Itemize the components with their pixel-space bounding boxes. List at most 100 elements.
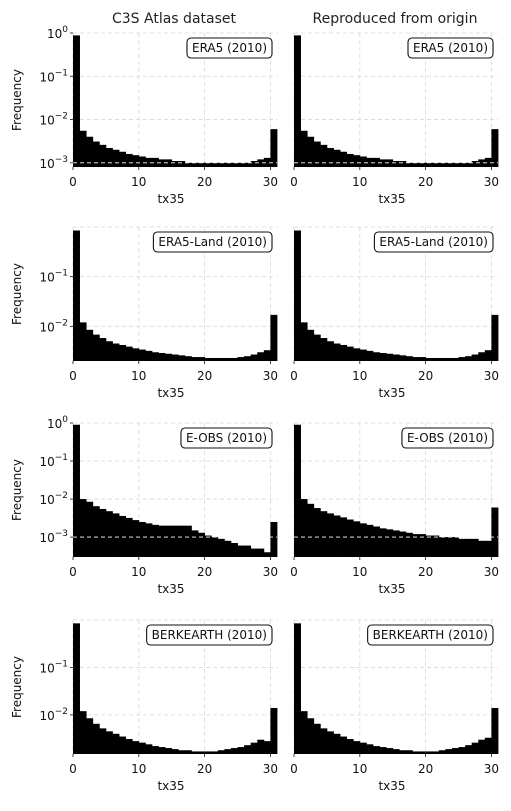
histogram-bar bbox=[230, 357, 238, 361]
panel-0-0: 0 10 20 30 tx35 100 10−1 10−2 10−3 Frequency ERA5 … bbox=[10, 25, 278, 206]
histogram-bar bbox=[458, 538, 466, 557]
histogram-bar bbox=[405, 532, 413, 557]
histogram-bar bbox=[151, 157, 159, 167]
histogram-bar bbox=[425, 162, 433, 167]
histogram-bar bbox=[217, 357, 225, 361]
histogram-bar bbox=[405, 356, 413, 361]
histogram-bar bbox=[145, 523, 153, 557]
histogram-bar bbox=[333, 733, 341, 754]
histogram-bar bbox=[217, 750, 225, 754]
histogram-bar bbox=[99, 508, 107, 557]
histogram-bar bbox=[191, 751, 199, 754]
histogram-bar bbox=[204, 162, 212, 167]
histogram-bar bbox=[372, 352, 380, 361]
histogram-bar bbox=[491, 507, 499, 557]
histogram-bar bbox=[237, 545, 245, 557]
y-tick-label: 10−2 bbox=[39, 112, 68, 128]
histogram-bar bbox=[386, 353, 394, 361]
histogram-bar bbox=[484, 157, 492, 167]
histogram-bar bbox=[359, 523, 367, 557]
histogram-bar bbox=[478, 159, 486, 167]
histogram-bar bbox=[230, 543, 238, 557]
histogram-bar bbox=[270, 707, 278, 754]
x-tick-label: 20 bbox=[418, 175, 433, 189]
histogram-bar bbox=[204, 751, 212, 754]
histogram-bar bbox=[392, 749, 400, 754]
x-axis-label: tx35 bbox=[378, 386, 405, 400]
histogram-bar bbox=[366, 524, 374, 557]
histogram-bar bbox=[425, 751, 433, 754]
histogram-bar bbox=[73, 623, 80, 754]
histogram-bar bbox=[244, 162, 252, 167]
histogram-bar bbox=[99, 144, 107, 167]
histogram-bar bbox=[105, 341, 113, 361]
histogram-bar bbox=[145, 350, 153, 361]
histogram-bar bbox=[313, 723, 321, 754]
histogram-bar bbox=[320, 338, 328, 361]
histogram-bar bbox=[307, 136, 315, 167]
y-tick-label: 100 bbox=[47, 25, 68, 41]
x-tick-label: 0 bbox=[290, 762, 298, 776]
histogram-bar bbox=[405, 750, 413, 754]
x-tick-label: 0 bbox=[290, 369, 298, 383]
histogram-bar bbox=[270, 521, 278, 557]
histogram-bar bbox=[119, 736, 127, 754]
histogram-bar bbox=[92, 334, 100, 361]
histogram-bar bbox=[79, 130, 87, 167]
histogram-bar bbox=[386, 748, 394, 754]
histogram-bar bbox=[419, 162, 427, 167]
histogram-bar bbox=[458, 747, 466, 754]
x-tick-label: 30 bbox=[484, 565, 499, 579]
x-tick-label: 0 bbox=[69, 762, 77, 776]
histogram-bar bbox=[244, 545, 252, 557]
histogram-bar bbox=[346, 346, 354, 361]
panel-3-1: 0 10 20 30 tx35 BERKEARTH (2010) bbox=[290, 619, 499, 793]
x-tick-label: 20 bbox=[418, 762, 433, 776]
legend-box bbox=[152, 231, 273, 253]
histogram-bar bbox=[257, 548, 265, 557]
x-axis-label: tx35 bbox=[378, 192, 405, 206]
histogram-bar bbox=[191, 357, 199, 361]
histogram-bar bbox=[333, 343, 341, 361]
histogram-bar bbox=[432, 751, 440, 754]
histogram-bar bbox=[432, 162, 440, 167]
histogram-bar bbox=[86, 501, 94, 557]
histogram-bar bbox=[198, 751, 206, 754]
histogram-bar bbox=[386, 159, 394, 167]
histogram-bar bbox=[125, 346, 133, 361]
histogram-bar bbox=[224, 162, 232, 167]
x-tick-label: 0 bbox=[69, 175, 77, 189]
histogram-bar bbox=[250, 354, 258, 361]
x-tick-label: 0 bbox=[69, 565, 77, 579]
histogram-bar bbox=[379, 159, 387, 167]
histogram-bar bbox=[178, 355, 186, 361]
x-tick-label: 10 bbox=[352, 762, 367, 776]
histogram-bar bbox=[184, 356, 192, 361]
histogram-bar bbox=[257, 739, 265, 754]
x-tick-label: 10 bbox=[352, 565, 367, 579]
histogram-bar bbox=[300, 711, 308, 754]
histogram-bar bbox=[300, 499, 308, 557]
histogram-bar bbox=[445, 162, 453, 167]
y-tick-label: 10−2 bbox=[39, 318, 68, 334]
histogram-bar bbox=[73, 35, 80, 167]
histogram-bar bbox=[224, 749, 232, 754]
histogram-bar bbox=[366, 744, 374, 754]
x-tick-label: 20 bbox=[197, 369, 212, 383]
histogram-bar bbox=[359, 349, 367, 361]
histogram-bar bbox=[191, 162, 199, 167]
histogram-bar bbox=[432, 357, 440, 361]
panel-2-0: 0 10 20 30 tx35 100 10−1 10−2 10−3 Frequency E-OBS… bbox=[10, 415, 278, 596]
histogram-bar bbox=[211, 357, 219, 361]
histogram-bar bbox=[224, 357, 232, 361]
histogram-bar bbox=[313, 508, 321, 557]
histogram-bar bbox=[392, 354, 400, 361]
histogram-bar bbox=[320, 144, 328, 167]
histogram-bar bbox=[399, 355, 407, 361]
histogram-bar bbox=[92, 141, 100, 167]
histogram-bar bbox=[263, 157, 271, 167]
histogram-bar bbox=[478, 352, 486, 361]
histogram-bar bbox=[399, 750, 407, 754]
histogram-bar bbox=[112, 343, 120, 361]
